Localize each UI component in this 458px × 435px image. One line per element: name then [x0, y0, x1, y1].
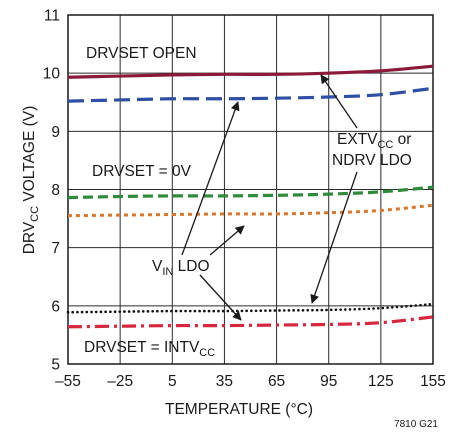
y-tick-label: 11: [44, 8, 60, 25]
series-line-3: [67, 185, 434, 200]
y-tick-label: 8: [51, 182, 60, 199]
extvcc-sub: CC: [377, 139, 393, 151]
vin-ldo-sub: IN: [162, 266, 173, 278]
x-tick-label: –25: [107, 373, 133, 390]
y-tick-label: 5: [51, 357, 60, 374]
extvcc-label-line2: NDRV LDO: [332, 152, 412, 169]
drvset-intvcc-label: DRVSET = INTVCC: [84, 339, 215, 359]
drvset-open-label: DRVSET OPEN: [86, 45, 197, 62]
arrow-ndrv-to-intv: [310, 171, 358, 304]
y-axis-label: DRVCC VOLTAGE (V): [21, 106, 41, 255]
y-axis-label-rest: VOLTAGE (V): [21, 106, 38, 206]
y-tick-labels: 5 6 7 8 9 10 11: [43, 8, 61, 374]
y-tick-label: 9: [51, 124, 60, 141]
x-tick-label: 5: [168, 373, 177, 390]
x-tick-label: 95: [320, 373, 337, 390]
x-tick-label: 35: [216, 373, 233, 390]
drvset-intvcc-main: DRVSET = INTV: [84, 339, 200, 356]
vin-ldo-rest: LDO: [173, 258, 209, 275]
series-line-1: [67, 64, 434, 79]
y-axis-label-sub: CC: [29, 206, 41, 222]
drvset-0v-label: DRVSET = 0V: [92, 163, 192, 180]
y-tick-label: 6: [51, 298, 60, 315]
x-tick-labels: –55 –25 5 35 65 95 125 155: [55, 373, 446, 390]
y-axis-label-main: DRV: [21, 221, 38, 254]
x-tick-label: 65: [268, 373, 285, 390]
series-line-2: [67, 86, 434, 103]
series-line-6: [67, 315, 434, 329]
x-tick-label: 125: [368, 373, 394, 390]
figure-code: 7810 G21: [394, 419, 438, 430]
y-tick-label: 7: [51, 240, 60, 257]
drvset-intvcc-sub: CC: [199, 347, 215, 359]
x-tick-label: –55: [55, 373, 81, 390]
arrow-extvcc-to-open: [320, 74, 358, 129]
series-line-4: [67, 203, 434, 218]
vin-ldo-label: VIN LDO: [152, 258, 210, 278]
y-tick-label: 10: [43, 66, 61, 83]
arrow-vin-to-red: [199, 274, 242, 321]
series-line-5: [66, 302, 435, 314]
extvcc-main: EXTV: [337, 131, 378, 148]
x-axis-label: TEMPERATURE (°C): [165, 401, 313, 418]
extvcc-rest: or: [393, 131, 411, 148]
annotation-arrows: [181, 74, 358, 321]
plot-frame: [67, 14, 434, 365]
extvcc-label-line1: EXTVCC or: [337, 131, 411, 151]
x-tick-label: 155: [420, 373, 446, 390]
arrow-vin-to-orange: [209, 225, 245, 256]
series-layer: [66, 64, 435, 329]
arrow-vin-to-blue: [181, 101, 240, 256]
vin-ldo-main: V: [152, 258, 163, 275]
